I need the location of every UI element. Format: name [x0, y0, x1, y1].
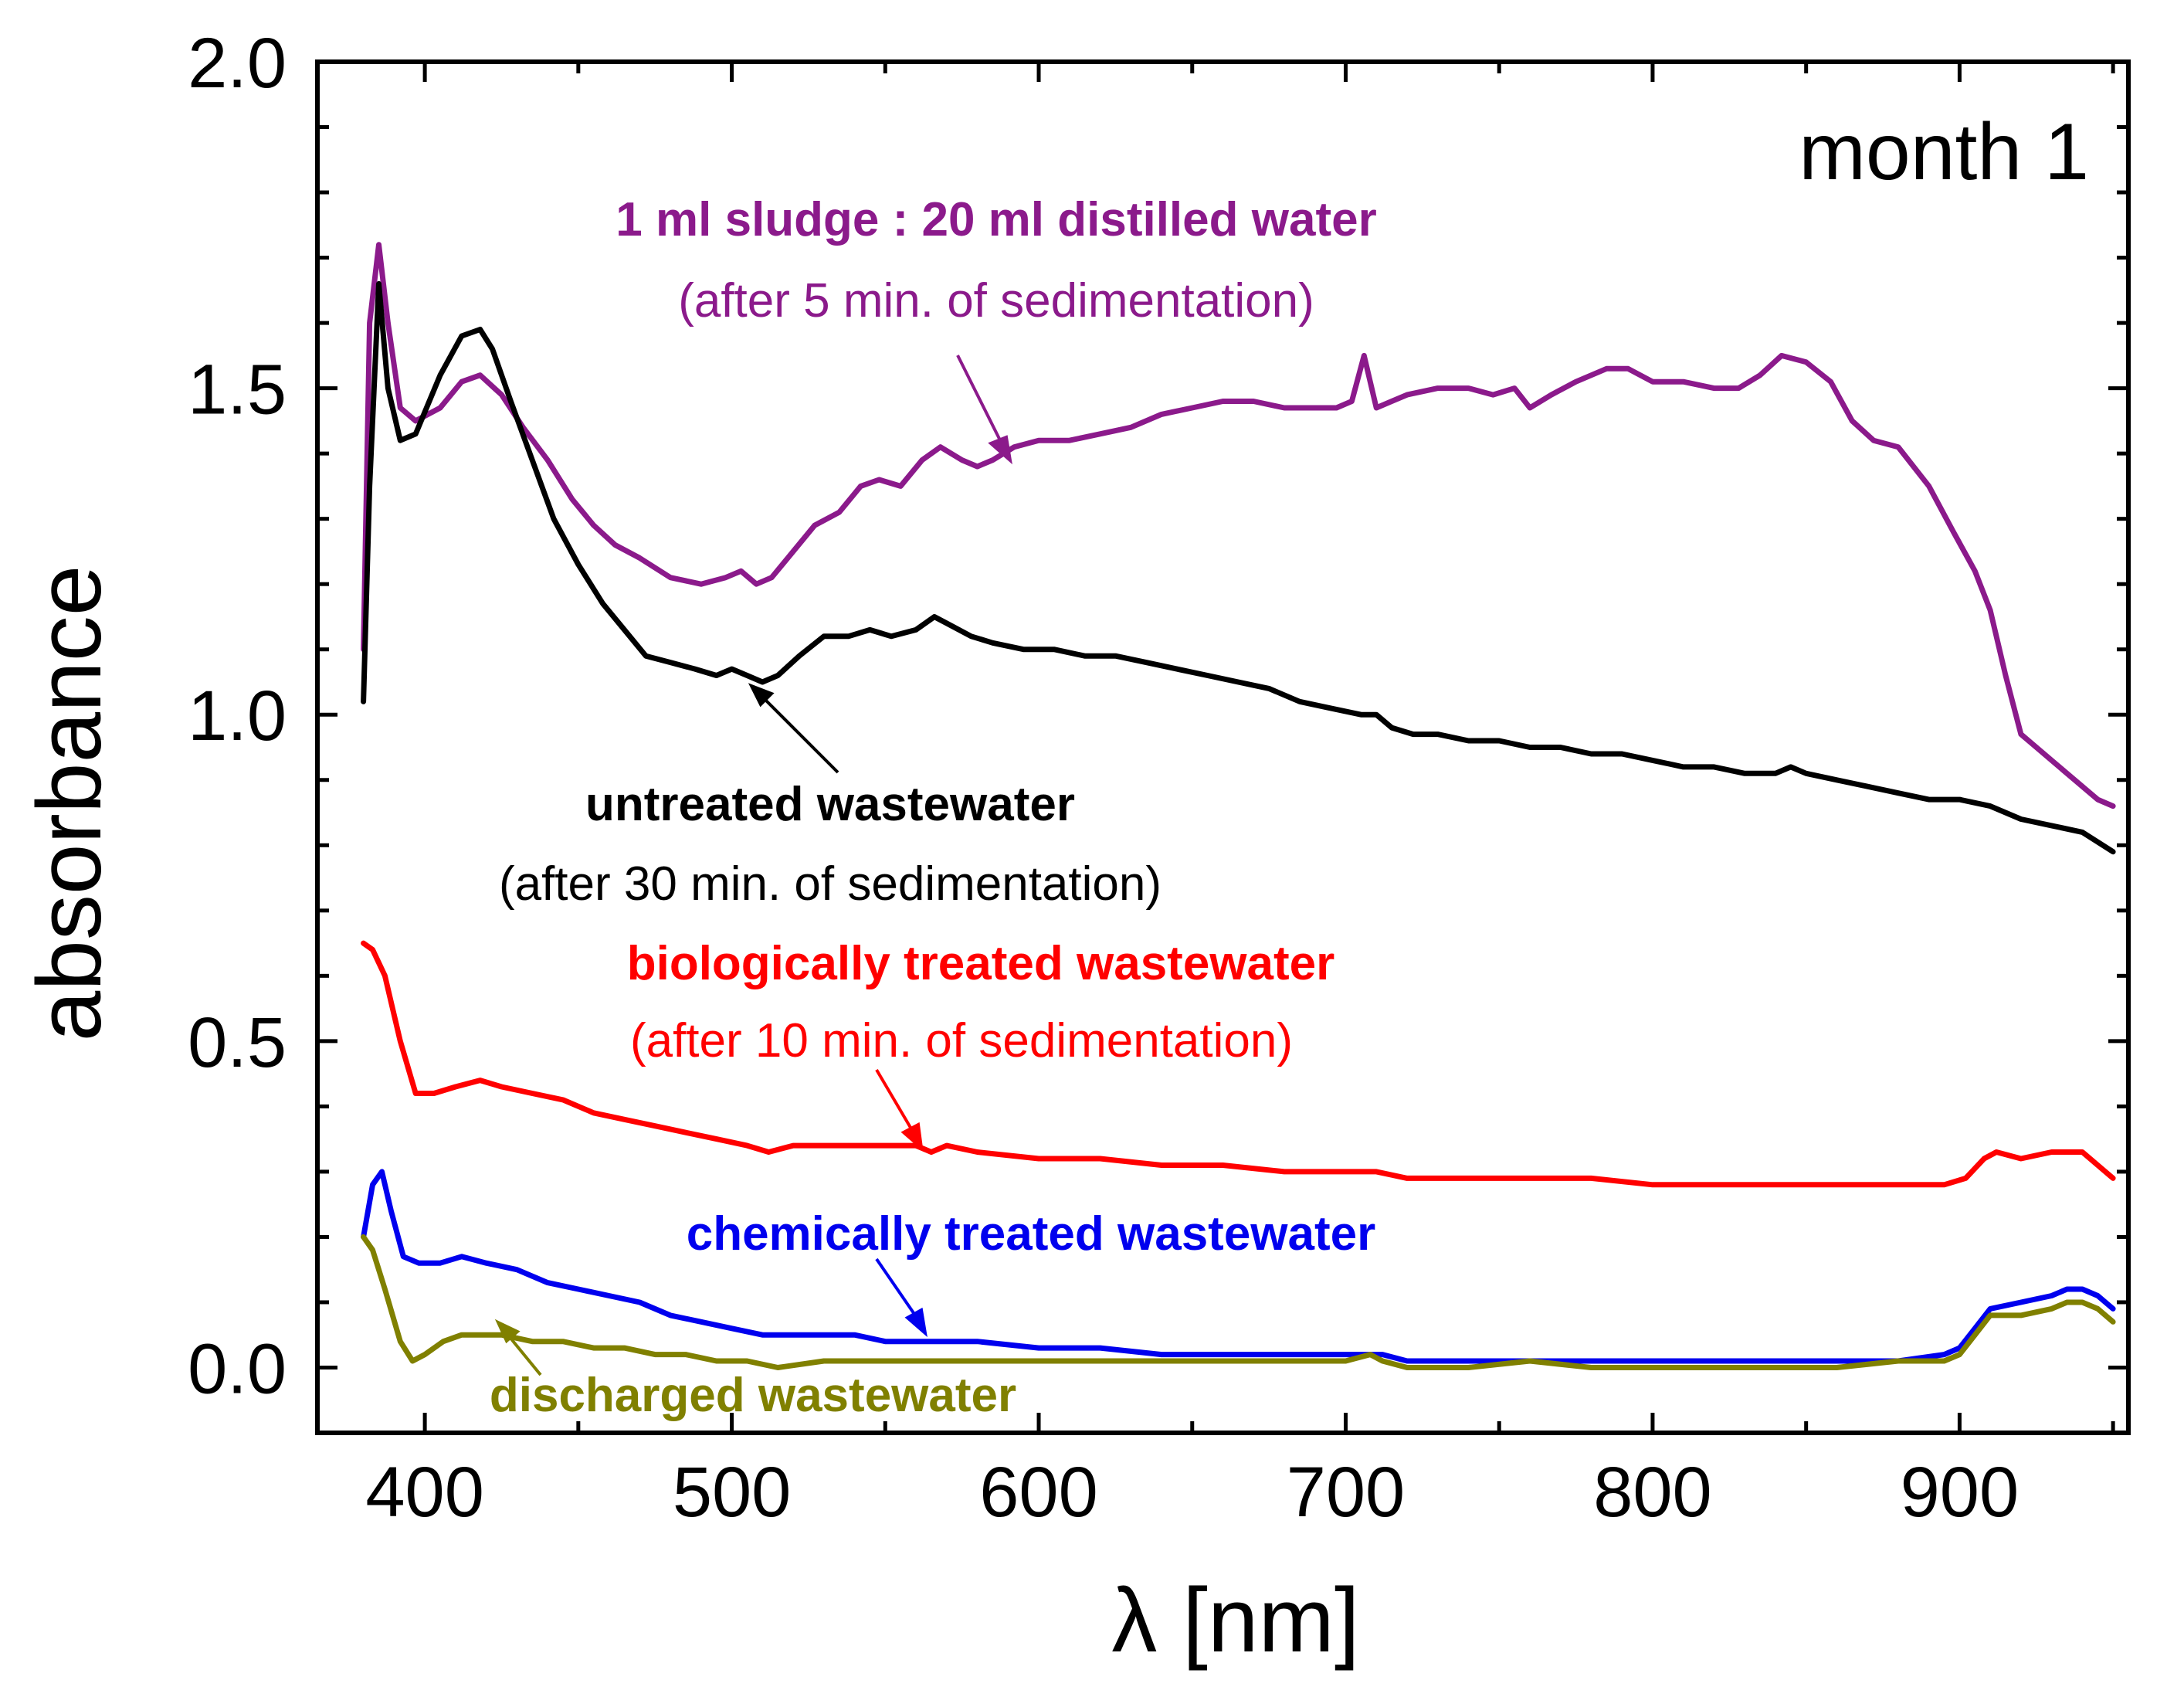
series-line-3	[361, 1169, 2116, 1364]
annotation-biological: biologically treated wastewater	[627, 937, 1335, 990]
y-tick-label: 1.5	[188, 351, 287, 429]
panel-label: month 1	[1799, 107, 2089, 197]
x-tick-label: 500	[673, 1453, 792, 1532]
arrow-discharged	[494, 1319, 542, 1376]
x-tick-label: 600	[979, 1453, 1098, 1532]
x-tick-label: 800	[1593, 1453, 1712, 1532]
series-line-2	[361, 940, 2116, 1188]
annotation-biological-note: (after 10 min. of sedimentation)	[630, 1014, 1293, 1067]
y-tick-label: 1.0	[188, 677, 287, 755]
annotation-untreated: untreated wastewater	[585, 778, 1075, 831]
annotation-untreated-note: (after 30 min. of sedimentation)	[499, 857, 1162, 911]
series-line-1	[361, 280, 2116, 855]
ticks-layer: 400 500 600 700 800 900 0.0 0.5 1.0 1.5 2.0	[188, 24, 2128, 1532]
x-tick-label: 900	[1901, 1453, 2020, 1532]
y-tick-label: 0.0	[188, 1329, 287, 1408]
x-tick-label: 400	[365, 1453, 484, 1532]
x-axis-label: λ [nm]	[1111, 1570, 1359, 1672]
x-tick-label: 700	[1287, 1453, 1406, 1532]
y-tick-label: 2.0	[188, 24, 287, 103]
plot-frame	[315, 59, 2131, 1435]
series-line-4	[361, 1234, 2116, 1370]
y-axis-label: absorbance	[19, 565, 120, 1042]
annotation-sludge: 1 ml sludge : 20 ml distilled water	[616, 193, 1376, 246]
arrow-chemical	[875, 1257, 928, 1338]
annotation-chemical: chemically treated wastewater	[687, 1207, 1376, 1261]
y-tick-label: 0.5	[188, 1003, 287, 1082]
series-layer	[361, 242, 2116, 1370]
arrow-sludge	[956, 355, 1012, 465]
annotation-sludge-note: (after 5 min. of sedimentation)	[678, 274, 1314, 328]
annotation-discharged: discharged wastewater	[490, 1369, 1016, 1422]
arrow-untreated	[748, 683, 839, 774]
arrow-biological	[875, 1068, 924, 1152]
series-line-0	[361, 242, 2116, 809]
